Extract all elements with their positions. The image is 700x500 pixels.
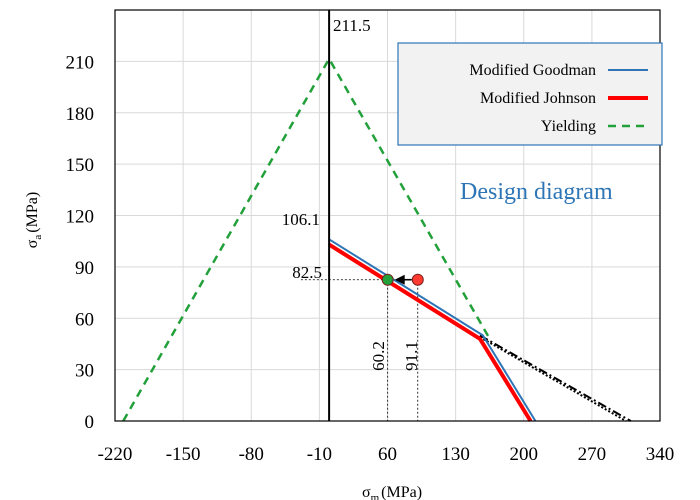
- goodman-intercept-label: 106.1: [282, 210, 320, 229]
- series-line-modified-goodman: [328, 238, 537, 422]
- x-tick-label: 60: [378, 444, 397, 465]
- x-tick-label: -150: [166, 444, 201, 465]
- legend: Modified Goodman Modified Johnson Yieldi…: [397, 42, 663, 146]
- legend-label-goodman: Modified Goodman: [469, 62, 596, 79]
- initial-point-marker: [411, 273, 424, 286]
- plot-frame: [114, 9, 661, 422]
- x-tick-label: -220: [98, 444, 133, 465]
- series-line-yielding: [122, 57, 491, 422]
- y-tick-label: 90: [75, 258, 94, 279]
- design-arrow-head: [394, 274, 405, 285]
- x-tick-label: 130: [441, 444, 470, 465]
- peak-value-label: 211.5: [333, 16, 371, 35]
- legend-label-yielding: Yielding: [541, 118, 596, 135]
- x-tick-label: 200: [510, 444, 539, 465]
- extension-line-dotted: [479, 336, 627, 422]
- extension-line-dash-dot: [479, 334, 632, 422]
- y-tick-label: 120: [66, 207, 95, 228]
- y-axis-title: σa(MPa): [24, 192, 44, 248]
- x-axis-title: σm (MPa): [362, 484, 422, 500]
- y-tick-label: 150: [66, 155, 95, 176]
- y-tick-label: 60: [75, 309, 94, 330]
- series-group: [122, 57, 632, 423]
- x-tick-label: -80: [239, 444, 264, 465]
- x-tick-label: 270: [578, 444, 607, 465]
- sigma-m-design-label: 60.2: [369, 341, 388, 371]
- y-tick-label: 0: [85, 412, 95, 433]
- reference-lines: [300, 279, 419, 421]
- markers-group: [381, 273, 424, 286]
- y-tick-label: 180: [66, 104, 95, 125]
- y-tick-label: 30: [75, 361, 94, 382]
- tick-labels: -220 -150 -80 -10 60 130 200 270 340 0 30 60 90 120 15…: [66, 52, 675, 465]
- x-tick-label: -10: [307, 444, 332, 465]
- design-point-marker: [381, 273, 394, 286]
- legend-box: [397, 42, 663, 146]
- sigma-a-value-label: 82.5: [292, 263, 322, 282]
- x-tick-label: 340: [646, 444, 675, 465]
- legend-label-johnson: Modified Johnson: [480, 90, 596, 107]
- series-line-modified-johnson: [328, 242, 533, 423]
- sigma-m-initial-label: 91.1: [402, 341, 421, 371]
- y-tick-label: 210: [66, 52, 95, 73]
- design-diagram-label: Design diagram: [460, 179, 613, 205]
